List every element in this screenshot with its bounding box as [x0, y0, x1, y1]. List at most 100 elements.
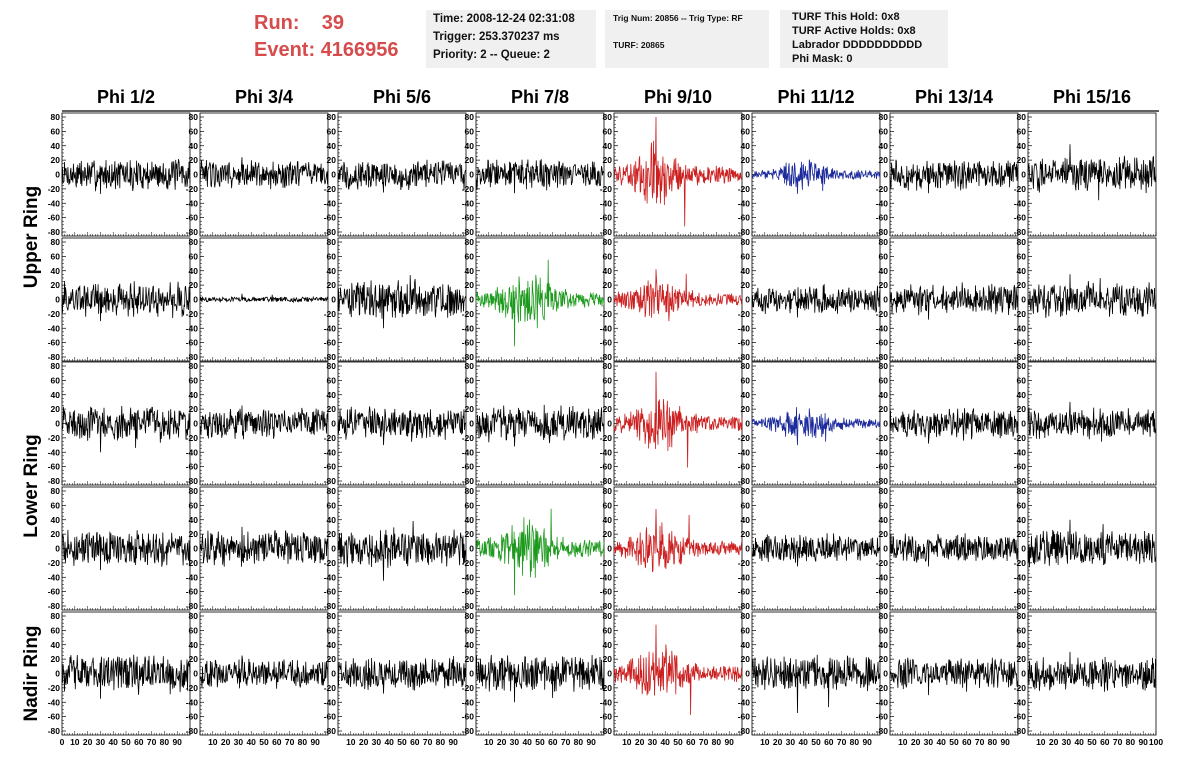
y-tick-label: -40 — [462, 447, 475, 457]
y-tick-label: -80 — [324, 601, 337, 611]
y-tick-label: 40 — [327, 266, 337, 276]
y-tick-label: -40 — [738, 447, 751, 457]
y-tick-label: 60 — [741, 375, 751, 385]
y-tick-label: 40 — [1017, 141, 1027, 151]
y-tick-label: -40 — [1014, 572, 1027, 582]
y-tick-label: -20 — [186, 309, 199, 319]
y-tick-label: 40 — [741, 640, 751, 650]
waveform-trace — [199, 526, 329, 567]
y-tick-label: 80 — [327, 112, 337, 122]
y-tick-label: 20 — [189, 654, 199, 664]
y-tick-label: 0 — [1021, 170, 1026, 180]
x-tick-label: 10 — [208, 737, 218, 747]
y-tick-label: 40 — [189, 515, 199, 525]
y-tick-label: 60 — [879, 375, 889, 385]
y-tick-label: 0 — [55, 544, 60, 554]
x-tick-label: 40 — [936, 737, 946, 747]
labrador-line: Labrador DDDDDDDDDD — [792, 39, 923, 51]
x-tick-label: 80 — [712, 737, 722, 747]
y-tick-label: -40 — [738, 323, 751, 333]
y-tick-label: -20 — [738, 309, 751, 319]
y-tick-label: -40 — [1014, 697, 1027, 707]
y-tick-label: -60 — [876, 338, 889, 348]
waveform-trace — [61, 158, 191, 194]
y-tick-label: 40 — [879, 515, 889, 525]
column-title: Phi 1/2 — [97, 87, 155, 107]
y-tick-label: -20 — [324, 433, 337, 443]
y-tick-label: -80 — [186, 601, 199, 611]
x-tick-label: 20 — [359, 737, 369, 747]
y-tick-label: -80 — [324, 352, 337, 362]
y-tick-label: 80 — [327, 486, 337, 496]
waveform-trace — [751, 407, 881, 446]
y-tick-label: 40 — [465, 515, 475, 525]
y-tick-label: 40 — [1017, 640, 1027, 650]
y-tick-label: -60 — [462, 712, 475, 722]
y-tick-label: -20 — [48, 433, 61, 443]
y-tick-label: 0 — [331, 295, 336, 305]
x-tick-label: 20 — [1049, 737, 1059, 747]
y-tick-label: -80 — [876, 601, 889, 611]
run-row: Run: 39 — [254, 10, 399, 37]
y-tick-label: 80 — [1017, 112, 1027, 122]
y-tick-label: -20 — [324, 184, 337, 194]
y-tick-label: -40 — [48, 572, 61, 582]
y-tick-label: 20 — [741, 654, 751, 664]
y-tick-label: 0 — [607, 669, 612, 679]
y-tick-label: 80 — [879, 112, 889, 122]
y-tick-label: 60 — [741, 500, 751, 510]
y-tick-label: -80 — [1014, 476, 1027, 486]
y-tick-label: 80 — [741, 486, 751, 496]
y-tick-label: 40 — [879, 390, 889, 400]
waveform-trace — [889, 657, 1019, 696]
priority-line: Priority: 2 -- Queue: 2 — [433, 49, 550, 61]
y-tick-label: -20 — [1014, 558, 1027, 568]
y-tick-label: 80 — [465, 237, 475, 247]
y-tick-label: -60 — [876, 587, 889, 597]
y-tick-label: 60 — [189, 500, 199, 510]
y-tick-label: -20 — [462, 683, 475, 693]
waveform-trace — [475, 654, 605, 703]
y-tick-label: -60 — [876, 462, 889, 472]
y-tick-label: -60 — [876, 712, 889, 722]
waveform-trace — [337, 406, 467, 446]
y-tick-label: 80 — [465, 486, 475, 496]
y-tick-label: 20 — [465, 529, 475, 539]
y-tick-label: 60 — [741, 625, 751, 635]
y-tick-label: 60 — [327, 126, 337, 136]
waveform-trace — [1027, 519, 1157, 568]
y-tick-label: -40 — [324, 323, 337, 333]
y-tick-label: 80 — [1017, 486, 1027, 496]
y-tick-label: 80 — [1017, 361, 1027, 371]
y-tick-label: -40 — [324, 697, 337, 707]
waveform-trace — [199, 293, 329, 304]
ring-label: Lower Ring — [21, 434, 42, 537]
y-tick-label: -80 — [600, 352, 613, 362]
y-tick-label: 80 — [327, 611, 337, 621]
y-tick-label: 80 — [51, 112, 61, 122]
y-tick-label: 80 — [879, 611, 889, 621]
y-tick-label: -80 — [186, 726, 199, 736]
x-tick-label: 50 — [811, 737, 821, 747]
y-tick-label: 80 — [741, 237, 751, 247]
column-title: Phi 3/4 — [235, 87, 293, 107]
event-row: Event: 4166956 — [254, 37, 399, 64]
event-label: Event: — [254, 39, 316, 61]
y-tick-label: 0 — [607, 544, 612, 554]
y-tick-label: 80 — [879, 361, 889, 371]
y-tick-label: 40 — [741, 390, 751, 400]
y-tick-label: -40 — [738, 697, 751, 707]
y-tick-label: 20 — [603, 529, 613, 539]
x-tick-label: 0 — [60, 737, 65, 747]
x-tick-label: 30 — [96, 737, 106, 747]
y-tick-label: -80 — [324, 227, 337, 237]
y-tick-label: 0 — [745, 295, 750, 305]
x-tick-label: 60 — [1100, 737, 1110, 747]
y-tick-label: 20 — [603, 654, 613, 664]
y-tick-label: -20 — [462, 309, 475, 319]
x-tick-label: 60 — [962, 737, 972, 747]
y-tick-label: -60 — [48, 462, 61, 472]
waveform-trace — [337, 656, 467, 694]
y-tick-label: -60 — [738, 462, 751, 472]
y-tick-label: -40 — [324, 447, 337, 457]
